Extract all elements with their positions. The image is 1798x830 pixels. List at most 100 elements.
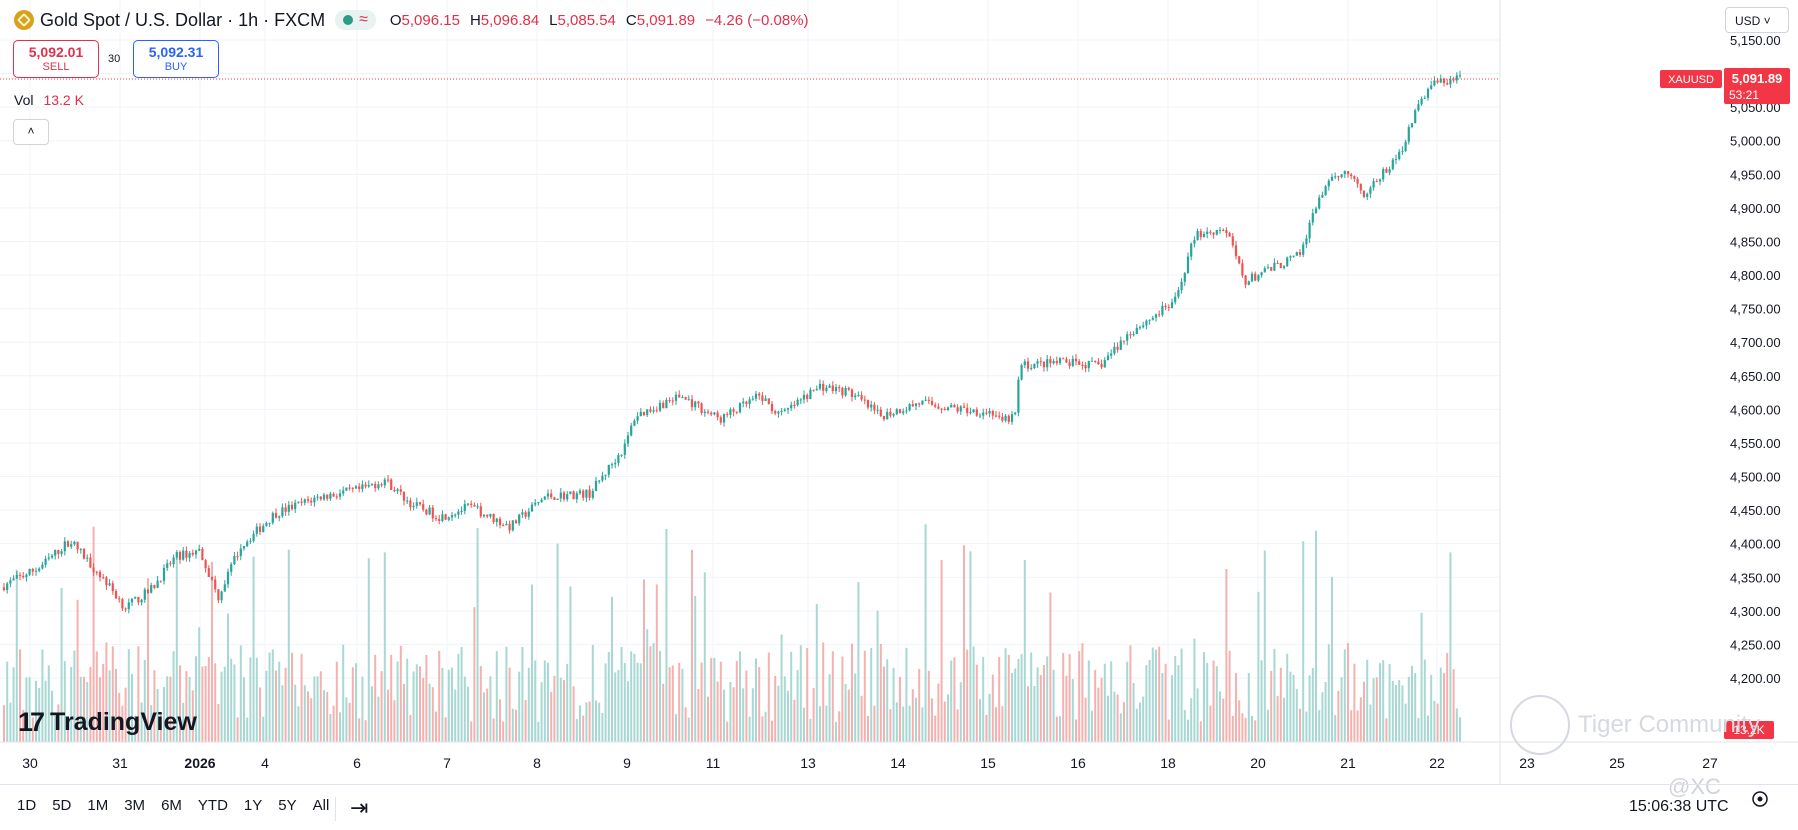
ohlc-high: H5,096.84 [469,11,540,29]
volume-bar [1062,652,1065,742]
candle [694,400,697,411]
candle [1142,321,1145,329]
candle [1180,278,1183,294]
candle [895,408,898,416]
tradingview-logo[interactable]: 17 TradingView [18,707,197,738]
candle [223,580,226,592]
volume-bar [1167,719,1170,742]
volume-bar [671,665,674,742]
candle [1372,178,1375,191]
volume-bar [697,689,700,742]
candle [63,537,66,556]
buy-button[interactable]: 5,092.31 BUY [133,40,219,78]
volume-bar [1004,648,1007,742]
volume-bar [499,699,501,742]
candle [1106,352,1110,361]
volume-bar [79,676,82,742]
volume-bar [1235,673,1237,742]
volume-bar [803,707,805,742]
range-5d[interactable]: 5D [52,797,72,814]
volume-bar [307,691,309,742]
sell-button[interactable]: 5,092.01 SELL [13,40,99,78]
candle [799,398,802,405]
candle [422,499,425,512]
volume-legend[interactable]: Vol 13.2 K [14,92,84,108]
candle [210,576,214,581]
candle [1266,264,1270,270]
symbol-title[interactable]: Gold Spot / U.S. Dollar · 1h · FXCM [40,9,326,30]
candle [521,509,524,518]
volume-bar [268,652,271,742]
volume-bar [518,671,521,742]
price-tick-label: 4,500.00 [1730,470,1781,485]
volume-bar [35,680,37,742]
volume-bar [710,658,713,742]
volume-bar [1046,656,1049,742]
candle [508,520,511,534]
range-5y[interactable]: 5Y [278,797,297,814]
market-status-pill[interactable]: ≈ [335,10,376,30]
volume-bars [3,524,1461,742]
volume-bar [1260,660,1263,742]
volume-bar [723,689,725,742]
volume-bar [921,707,924,742]
candle [156,575,159,589]
range-1m[interactable]: 1M [87,797,109,814]
candle [9,577,12,588]
volume-bar [854,673,857,742]
candle [191,549,194,557]
candle [854,392,857,400]
volume-bar [159,714,162,742]
currency-select[interactable]: USD ˅ [1725,7,1789,33]
range-ytd[interactable]: YTD [197,797,228,814]
candle [73,540,76,546]
volume-bar [972,646,975,742]
watermark-handle: @XC [1668,774,1721,799]
volume-bar [275,670,277,742]
candle [687,395,690,401]
candle [76,541,79,554]
candle [1410,122,1414,129]
candle [1404,139,1407,153]
volume-bar [732,687,735,742]
volume-bar [1049,592,1052,742]
volume-bar [9,702,12,742]
volume-bar [867,715,869,742]
candle [201,547,204,561]
candle [796,397,799,407]
go-to-date-icon[interactable]: ⇥ [350,795,369,820]
candle [1138,325,1142,331]
range-all[interactable]: All [312,797,330,814]
candle [575,491,578,504]
volume-bar [806,648,809,742]
candle [1154,313,1158,322]
volume-bar [1366,659,1369,742]
volume-bar [447,669,450,742]
volume-bar [841,656,844,742]
candle [66,540,70,548]
volume-bar [831,651,834,742]
volume-bar [1017,658,1020,742]
candle [1382,167,1385,182]
candle [559,488,562,503]
volume-bar [678,662,681,742]
candle [1068,359,1071,369]
utc-clock[interactable]: 15:06:38 UTC [1629,798,1729,815]
range-6m[interactable]: 6M [161,797,182,814]
volume-bar [1318,710,1321,742]
range-3m[interactable]: 3M [124,797,146,814]
volume-bar [249,657,252,742]
collapse-legend-button[interactable]: ˄ [13,119,49,145]
volume-bar [825,705,828,742]
volume-bar [1180,648,1183,742]
candle [316,493,319,501]
volume-bar [297,706,300,742]
range-1y[interactable]: 1Y [243,797,263,814]
volume-bar [1411,665,1413,742]
candle [956,404,959,414]
candle [511,520,514,532]
range-1d[interactable]: 1D [17,797,37,814]
price-tick-label: 4,450.00 [1730,503,1781,518]
volume-bar [86,682,89,742]
